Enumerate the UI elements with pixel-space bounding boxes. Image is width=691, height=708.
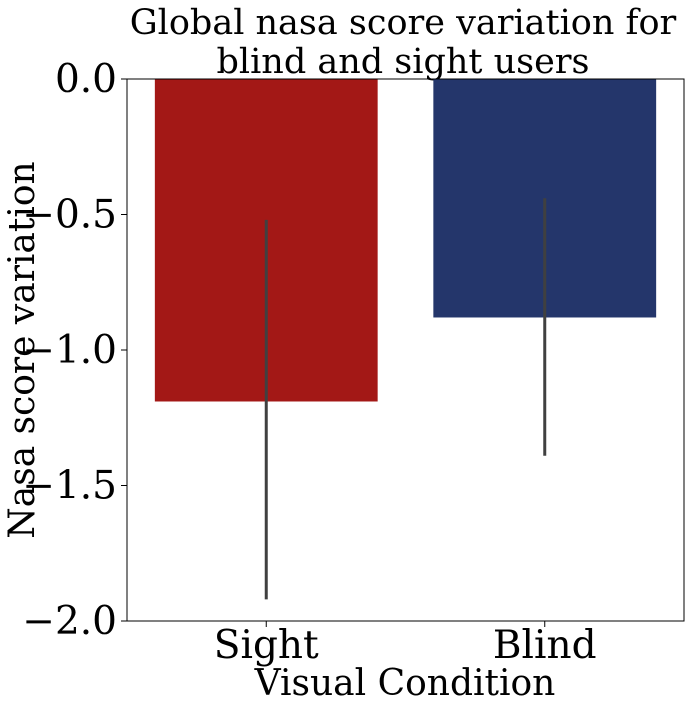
error-bars-layer [264,198,547,600]
x-axis-label: Visual Condition [254,663,556,704]
y-axis-ticks: 0.0 −0.5 −1.0 −1.5 −2.0 [22,57,127,644]
chart-title-line-2: blind and sight users [216,42,589,82]
x-tick-label: Blind [493,623,597,668]
y-tick-label: −1.5 [22,464,117,509]
chart-title-line-1: Global nasa score variation for [130,3,677,43]
y-axis-label: Nasa score variation [2,161,43,538]
chart-title: Global nasa score variation for blind an… [130,3,677,82]
y-tick-label: −0.5 [22,193,117,238]
x-tick-label: Sight [214,623,319,668]
y-tick-label: −2.0 [22,599,117,644]
y-tick-label: −1.0 [22,328,117,373]
x-axis-ticks: Sight Blind [214,621,597,668]
y-tick-label: 0.0 [55,57,117,102]
bars-layer [154,79,657,402]
